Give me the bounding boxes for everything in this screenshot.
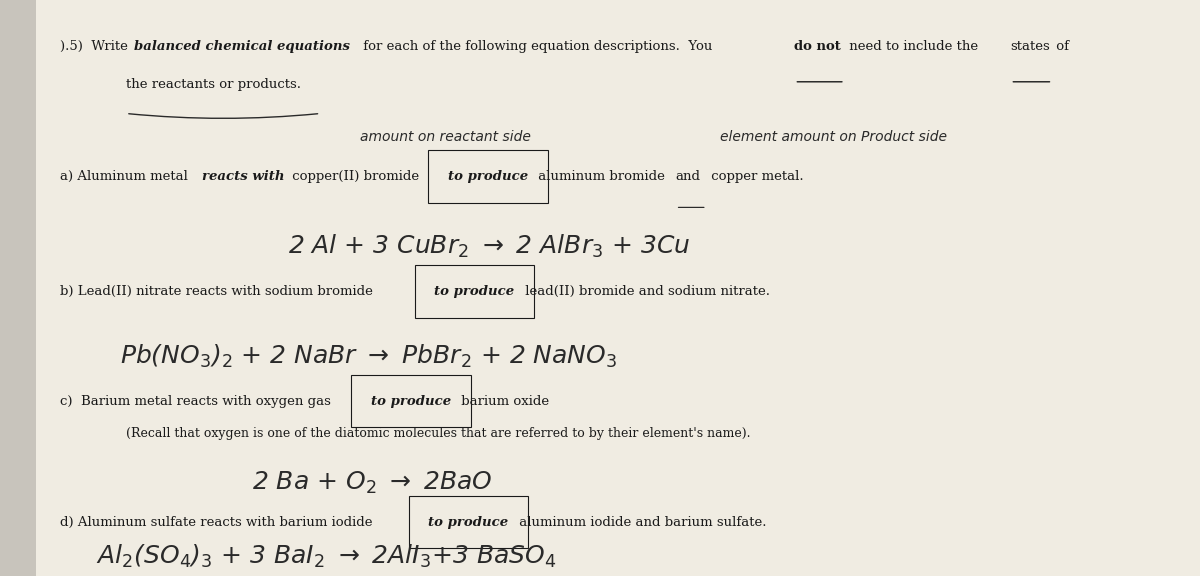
Text: barium oxide: barium oxide: [457, 395, 550, 408]
Text: 2 Ba + O$_2$ $\rightarrow$ 2BaO: 2 Ba + O$_2$ $\rightarrow$ 2BaO: [252, 469, 492, 495]
Text: amount on reactant side: amount on reactant side: [360, 130, 530, 143]
Text: states: states: [1010, 40, 1050, 54]
Text: d) Aluminum sulfate reacts with barium iodide: d) Aluminum sulfate reacts with barium i…: [60, 516, 377, 529]
Text: and: and: [676, 170, 701, 183]
Text: the reactants or products.: the reactants or products.: [126, 78, 301, 91]
Text: to produce: to produce: [371, 395, 451, 408]
Text: b) Lead(II) nitrate reacts with sodium bromide: b) Lead(II) nitrate reacts with sodium b…: [60, 285, 377, 298]
Text: do not: do not: [794, 40, 841, 54]
Text: need to include the: need to include the: [845, 40, 982, 54]
Text: to produce: to produce: [434, 285, 515, 298]
Text: to produce: to produce: [428, 516, 509, 529]
Text: balanced chemical equations: balanced chemical equations: [134, 40, 350, 54]
Text: 2 Al + 3 CuBr$_2$ $\rightarrow$ 2 AlBr$_3$ + 3Cu: 2 Al + 3 CuBr$_2$ $\rightarrow$ 2 AlBr$_…: [288, 233, 690, 260]
Text: copper metal.: copper metal.: [707, 170, 804, 183]
Text: to produce: to produce: [448, 170, 528, 183]
FancyBboxPatch shape: [36, 0, 1200, 576]
Text: lead(II) bromide and sodium nitrate.: lead(II) bromide and sodium nitrate.: [521, 285, 770, 298]
Text: copper(II) bromide: copper(II) bromide: [288, 170, 424, 183]
Text: of: of: [1052, 40, 1069, 54]
Text: aluminum iodide and barium sulfate.: aluminum iodide and barium sulfate.: [515, 516, 767, 529]
Text: for each of the following equation descriptions.  You: for each of the following equation descr…: [359, 40, 716, 54]
Text: (Recall that oxygen is one of the diatomic molecules that are referred to by the: (Recall that oxygen is one of the diatom…: [126, 427, 750, 441]
Text: c)  Barium metal reacts with oxygen gas: c) Barium metal reacts with oxygen gas: [60, 395, 335, 408]
Text: Al$_2$(SO$_4$)$_3$ + 3 BaI$_2$ $\rightarrow$ 2AlI$_3$+3 BaSO$_4$: Al$_2$(SO$_4$)$_3$ + 3 BaI$_2$ $\rightar…: [96, 543, 557, 570]
Text: reacts with: reacts with: [202, 170, 284, 183]
Text: ).5)  Write: ).5) Write: [60, 40, 132, 54]
Text: a) Aluminum metal: a) Aluminum metal: [60, 170, 192, 183]
Text: element amount on Product side: element amount on Product side: [720, 130, 947, 143]
Text: Pb(NO$_3$)$_2$ + 2 NaBr $\rightarrow$ PbBr$_2$ + 2 NaNO$_3$: Pb(NO$_3$)$_2$ + 2 NaBr $\rightarrow$ Pb…: [120, 343, 617, 370]
Text: aluminum bromide: aluminum bromide: [534, 170, 670, 183]
